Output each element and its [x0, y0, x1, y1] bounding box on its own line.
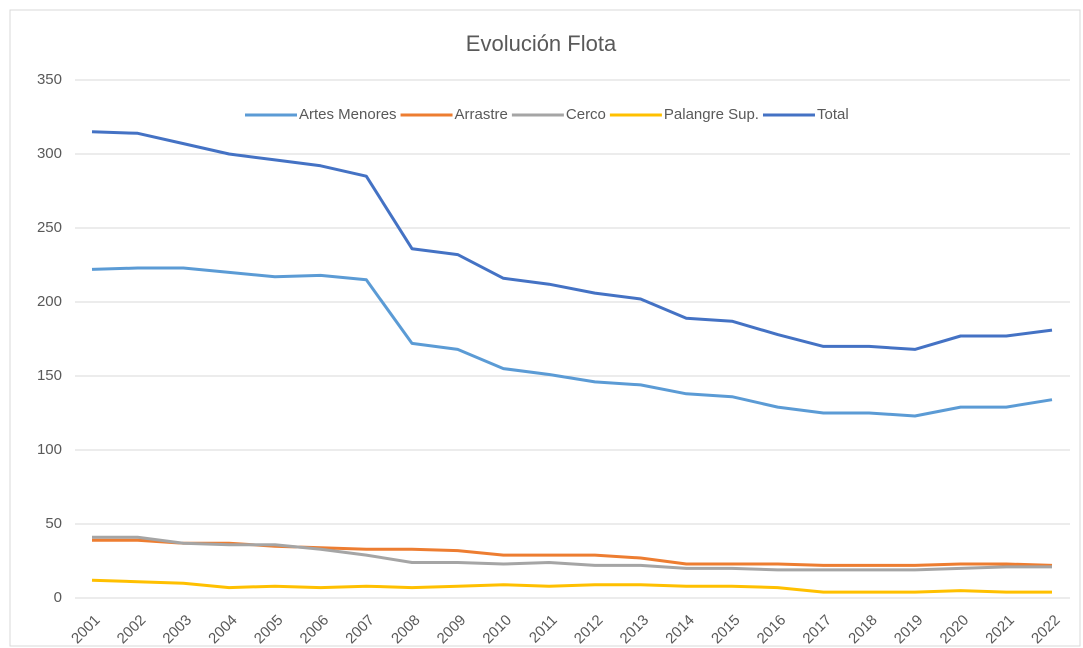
legend-label: Artes Menores: [299, 106, 397, 123]
y-tick-label: 250: [37, 219, 62, 236]
legend-label: Total: [817, 106, 849, 123]
y-tick-label: 200: [37, 293, 62, 310]
legend-label: Palangre Sup.: [664, 106, 759, 123]
y-tick-label: 100: [37, 441, 62, 458]
y-tick-label: 0: [54, 589, 62, 606]
series-line: [91, 578, 1052, 594]
series-line: [91, 130, 1053, 351]
chart-title: Evolución Flota: [466, 31, 617, 56]
chart-frame: [9, 9, 1081, 647]
y-tick-label: 350: [37, 71, 62, 88]
y-tick-label: 50: [45, 515, 62, 532]
legend-label: Arrastre: [455, 106, 508, 123]
legend-label: Cerco: [566, 106, 606, 123]
legend: Artes Menores Arrastre Cerco Palangre Sup. T…: [245, 106, 849, 123]
y-tick-label: 150: [37, 367, 62, 384]
series-line: [91, 266, 1053, 418]
y-tick-label: 300: [37, 145, 62, 162]
series-line: [92, 535, 1052, 572]
